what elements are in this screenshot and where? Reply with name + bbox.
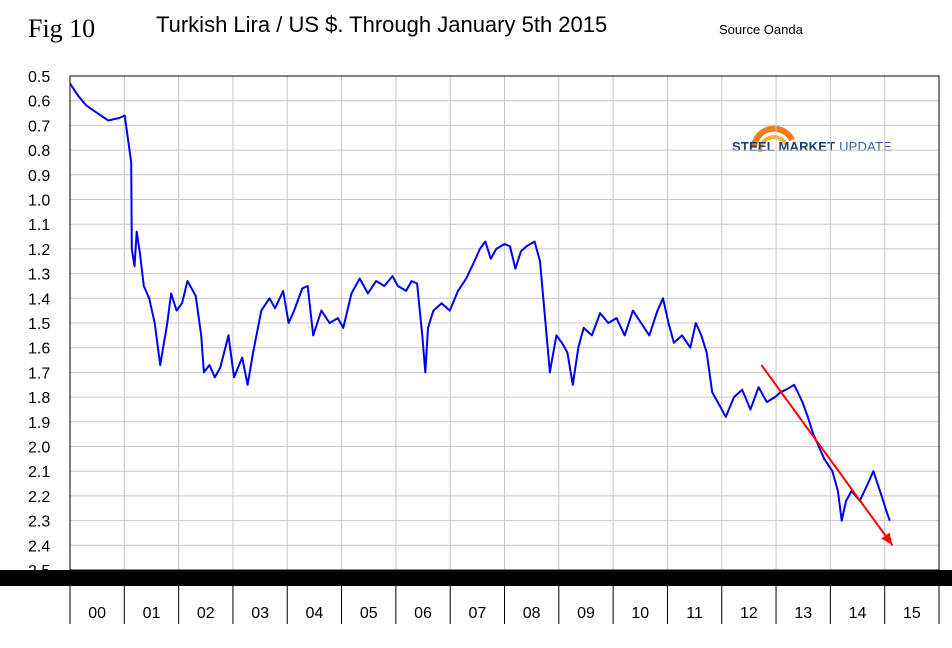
y-tick-label: 2.2	[28, 489, 50, 506]
x-tick-label: 05	[360, 605, 378, 622]
x-tick-label: 03	[251, 605, 269, 622]
x-tick-label: 14	[849, 605, 867, 622]
x-tick-label: 10	[631, 605, 649, 622]
y-tick-label: 0.6	[28, 94, 50, 111]
trend-arrow-head	[881, 532, 893, 546]
source-label: Source Oanda	[719, 22, 803, 37]
y-tick-label: 2.3	[28, 514, 50, 531]
y-tick-label: 1.0	[28, 193, 50, 210]
x-tick-label: 08	[523, 605, 541, 622]
y-tick-label: 2.1	[28, 464, 50, 481]
y-tick-label: 1.6	[28, 341, 50, 358]
y-tick-label: 0.8	[28, 143, 50, 160]
x-tick-label: 15	[903, 605, 921, 622]
x-tick-label: 11	[686, 605, 703, 622]
y-tick-label: 1.2	[28, 242, 50, 259]
x-axis-band	[0, 570, 952, 586]
trend-arrow-line	[760, 364, 894, 546]
x-tick-label: 01	[143, 605, 161, 622]
y-tick-label: 1.1	[28, 217, 50, 234]
x-tick-label: 13	[794, 605, 812, 622]
logo-ring-icon	[751, 125, 795, 153]
y-tick-label: 0.9	[28, 168, 50, 185]
y-tick-label: 1.8	[28, 390, 50, 407]
x-tick-label: 02	[197, 605, 215, 622]
figure-label: Fig 10	[28, 14, 96, 43]
y-tick-label: 2.0	[28, 440, 50, 457]
y-tick-label: 2.4	[28, 538, 50, 555]
series-line	[69, 82, 891, 522]
trend-arrow-layer	[760, 364, 894, 546]
x-tick-label: 00	[88, 605, 106, 622]
x-tick-label: 07	[468, 605, 486, 622]
y-tick-label: 1.4	[28, 291, 50, 308]
y-tick-label: 1.9	[28, 415, 50, 432]
y-tick-label: 1.7	[28, 365, 50, 382]
x-tick-label: 09	[577, 605, 595, 622]
series-layer	[69, 82, 891, 522]
y-tick-label: 1.5	[28, 316, 50, 333]
chart-title: Turkish Lira / US $. Through January 5th…	[156, 12, 608, 37]
x-tick-label: 04	[306, 605, 324, 622]
axes: 0.5 0.6 0.7 0.8 0.9 1.0 1.1 1.2 1.3 1.4 1.5 1.6 1.7 1…	[0, 69, 952, 624]
y-tick-label: 0.7	[28, 118, 50, 135]
y-tick-label: 1.3	[28, 267, 50, 284]
x-tick-label: 06	[414, 605, 432, 622]
y-tick-label: 0.5	[28, 69, 50, 86]
x-tick-label: 12	[740, 605, 758, 622]
